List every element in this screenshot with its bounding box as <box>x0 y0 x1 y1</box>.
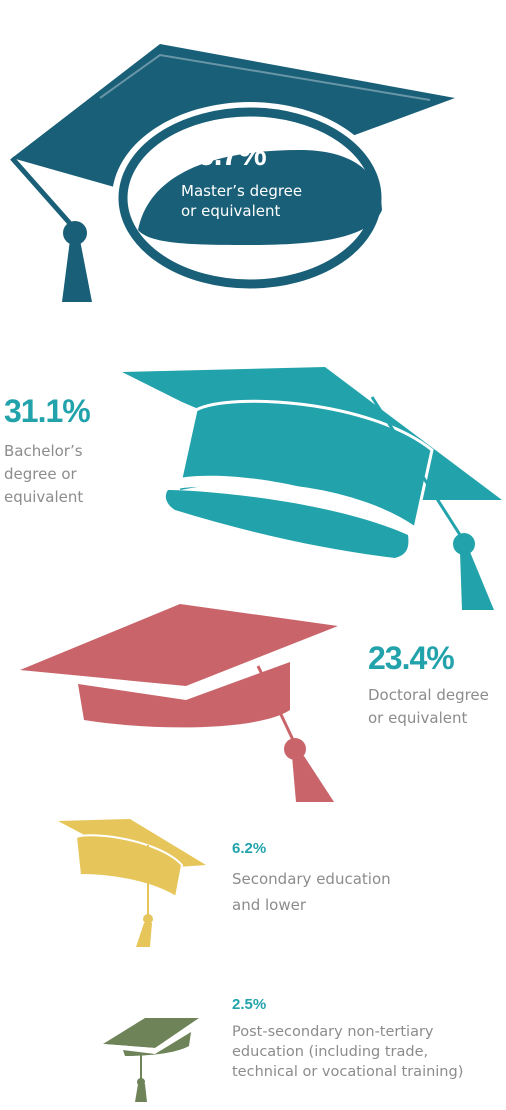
graduation-cap-icon <box>10 44 455 302</box>
category-label: Post-secondary non-tertiary education (i… <box>232 1024 464 1080</box>
graduation-cap-icon <box>20 604 338 802</box>
category-label: Secondary education and lower <box>232 870 391 914</box>
category-label: Doctoral degree or equivalent <box>368 686 489 727</box>
value-label: 36.7% <box>180 136 267 172</box>
graduation-cap-icon <box>122 367 502 610</box>
value-label: 23.4% <box>368 640 455 676</box>
value-label: 6.2% <box>232 840 267 857</box>
value-label: 2.5% <box>232 996 267 1013</box>
graduation-cap-icon <box>58 819 206 947</box>
category-label: Master’s degree or equivalent <box>181 182 303 220</box>
graduation-cap-icon <box>103 1018 199 1102</box>
category-label: Bachelor’s degree or equivalent <box>4 442 84 506</box>
mortarboard-shape <box>20 604 338 686</box>
mortarboard-shape <box>103 1018 199 1048</box>
value-label: 31.1% <box>4 393 91 429</box>
